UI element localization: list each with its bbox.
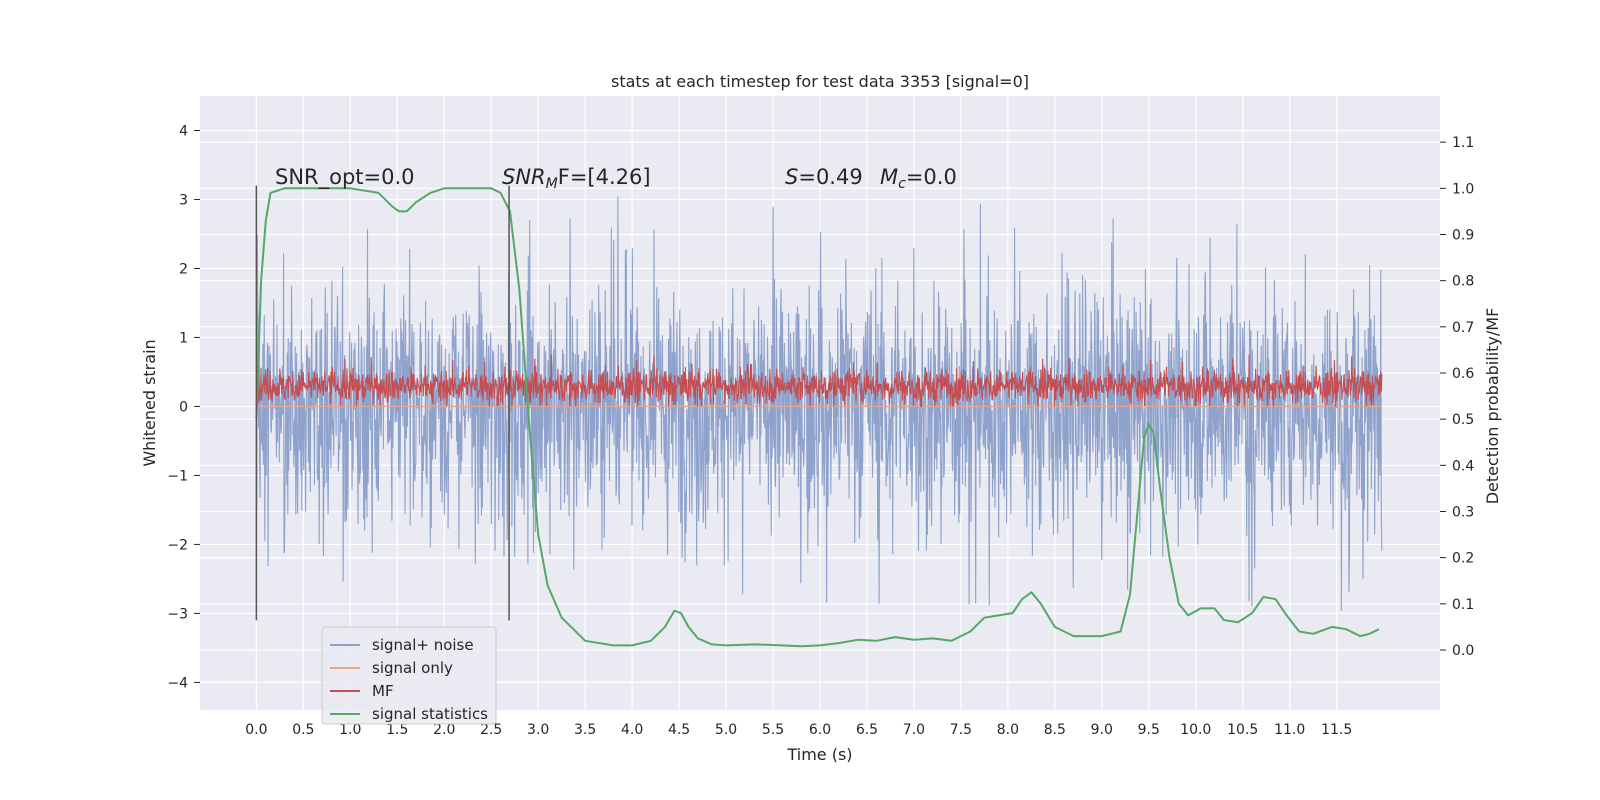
x-tick-label: 8.0 (997, 722, 1019, 738)
x-tick-label: 9.0 (1091, 722, 1113, 738)
y-tick-label: −2 (167, 537, 188, 553)
legend-label: signal only (372, 659, 453, 677)
y-axis-title: Whitened strain (140, 339, 159, 466)
x-tick-label: 3.0 (527, 722, 549, 738)
annotation-snr-mf-label: SNR (502, 165, 546, 189)
x-tick-label: 4.0 (621, 722, 643, 738)
y-tick-label: 4 (179, 123, 188, 139)
annotation-snr-mf-rest: F=[4.26] (558, 165, 651, 189)
legend: signal+ noise signal only MF signal statist… (321, 626, 497, 725)
annotation-snr-mf: SNRMF=[4.26] (502, 165, 651, 192)
series-mf (255, 354, 1383, 407)
y-tick-label: −4 (167, 675, 188, 691)
series-layer (255, 187, 1383, 648)
chart-title: stats at each timestep for test data 335… (611, 72, 1029, 91)
x-tick-label: 10.0 (1180, 722, 1211, 738)
x-tick-label: 3.5 (574, 722, 596, 738)
x-tick-label: 9.5 (1138, 722, 1160, 738)
y2-tick-label: 0.9 (1452, 227, 1474, 243)
x-tick-label: 0.0 (245, 722, 267, 738)
x-tick-label: 6.0 (809, 722, 831, 738)
y2-axis-title: Detection probability/MF (1483, 308, 1502, 505)
x-tick-label: 4.5 (668, 722, 690, 738)
x-tick-label: 10.5 (1227, 722, 1258, 738)
y2-tick-label: 0.1 (1452, 597, 1474, 613)
legend-box (321, 626, 497, 725)
y2-axis-ticks: 1.1 1.0 0.9 0.8 0.7 0.6 0.5 0.4 0.3 0.2 0.1 0.0 (1440, 135, 1474, 659)
x-axis-title: Time (s) (786, 745, 852, 764)
annotation-s-label: S (785, 165, 798, 189)
annotation-snr-opt: SNR_opt=0.0 (275, 165, 415, 190)
legend-label: signal+ noise (372, 636, 474, 654)
y-axis-ticks: 4 3 2 1 0 −1 −2 −3 −4 (167, 123, 200, 691)
x-tick-label: 2.0 (433, 722, 455, 738)
annotation-mc-sub: c (898, 176, 906, 192)
y2-tick-label: 0.4 (1452, 458, 1474, 474)
annotation-s: S=0.49 (785, 165, 863, 189)
y2-tick-label: 0.0 (1452, 643, 1474, 659)
x-axis-ticks: 0.0 0.5 1.0 1.5 2.0 2.5 3.0 3.5 4.0 4.5 5.0 5.5 6.0 6… (245, 722, 1352, 738)
x-tick-label: 8.5 (1044, 722, 1066, 738)
legend-label: signal statistics (372, 705, 488, 723)
x-tick-label: 2.5 (480, 722, 502, 738)
annotation-snr-mf-sub: M (546, 176, 558, 192)
annotation-mc: Mc=0.0 (880, 165, 957, 192)
y2-tick-label: 0.3 (1452, 504, 1474, 520)
vertical-markers (255, 185, 510, 621)
y2-tick-label: 0.5 (1452, 412, 1474, 428)
y2-tick-label: 0.6 (1452, 366, 1474, 382)
y-tick-label: −1 (167, 468, 188, 484)
x-tick-label: 5.0 (715, 722, 737, 738)
y-tick-label: 2 (179, 261, 188, 277)
x-tick-label: 7.5 (950, 722, 972, 738)
annotation-s-value: =0.49 (798, 165, 862, 189)
x-tick-label: 7.0 (903, 722, 925, 738)
y2-tick-label: 1.1 (1452, 135, 1474, 151)
x-tick-label: 6.5 (856, 722, 878, 738)
legend-items: signal+ noise signal only MF signal statist… (330, 636, 488, 723)
y-tick-label: 3 (179, 192, 188, 208)
x-tick-label: 5.5 (762, 722, 784, 738)
y-tick-label: 1 (179, 330, 188, 346)
y2-tick-label: 0.7 (1452, 320, 1474, 336)
y2-tick-label: 0.2 (1452, 551, 1474, 567)
y-tick-label: 0 (179, 399, 188, 415)
series-signal-statistics (255, 187, 1380, 648)
y2-tick-label: 0.8 (1452, 274, 1474, 290)
x-tick-label: 1.0 (339, 722, 361, 738)
annotation-mc-label: M (880, 165, 898, 189)
y-tick-label: −3 (167, 606, 188, 622)
legend-label: MF (372, 682, 394, 700)
x-tick-label: 0.5 (292, 722, 314, 738)
x-tick-label: 1.5 (386, 722, 408, 738)
annotation-mc-value: =0.0 (906, 165, 957, 189)
x-tick-label: 11.0 (1274, 722, 1305, 738)
y2-tick-label: 1.0 (1452, 181, 1474, 197)
x-tick-label: 11.5 (1321, 722, 1352, 738)
